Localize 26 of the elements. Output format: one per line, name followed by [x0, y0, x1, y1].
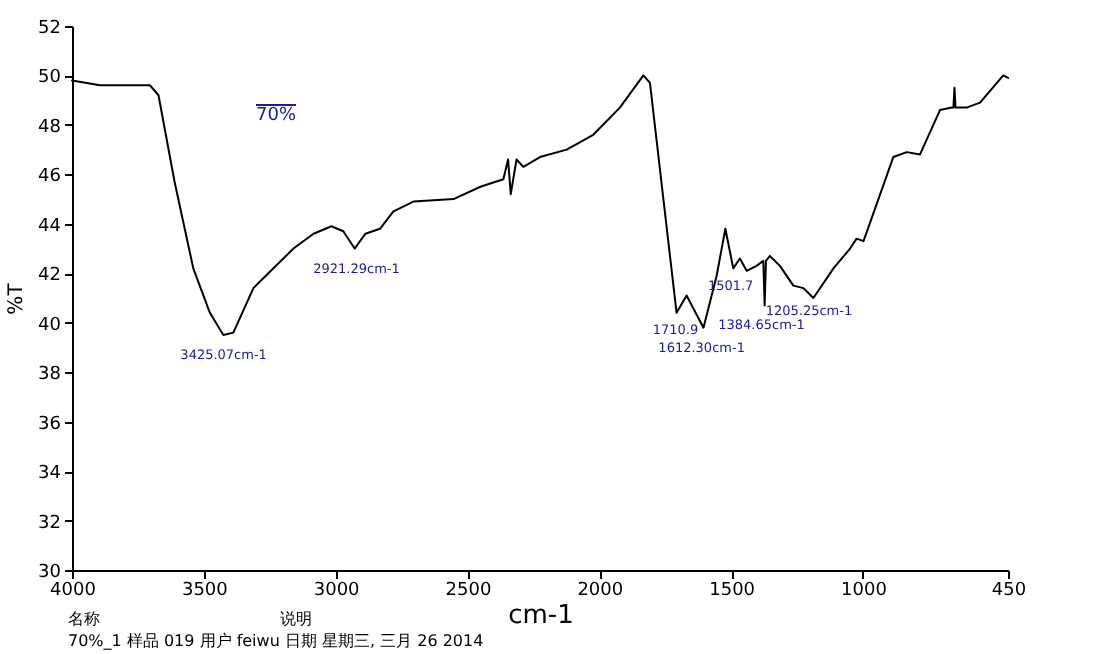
y-tick-label: 30 [38, 563, 62, 583]
y-tick-label: 34 [38, 464, 62, 485]
y-tick-label: 32 [38, 513, 61, 534]
y-tick-label: 44 [38, 216, 62, 237]
text: 70%_1 样品 019 用户 feiwu 日期 星期三, 三月 26 2014 [68, 630, 484, 652]
x-tick-label: 1000 [841, 581, 888, 601]
annotation: 70% [256, 106, 297, 126]
x-tick-label: 1500 [709, 581, 756, 601]
y-tick-label: 38 [38, 365, 62, 386]
y-tick-label: 42 [38, 266, 61, 287]
y-tick-label: 36 [38, 414, 62, 435]
x-tick-label: 4000 [50, 581, 97, 601]
text: 说明 [280, 608, 312, 630]
y-tick-label: 48 [38, 117, 62, 138]
x-tick-label: 450 [991, 581, 1027, 601]
y-axis-title: %T [6, 281, 29, 315]
x-axis-title: cm-1 [508, 601, 574, 631]
y-tick-label: 50 [38, 68, 62, 89]
y-tick-label: 52 [38, 19, 61, 39]
text: 名称 [68, 608, 100, 630]
y-tick-label: 46 [38, 167, 62, 188]
x-tick-label: 3000 [313, 581, 361, 601]
x-tick-label: 2000 [577, 581, 624, 601]
x-tick-label: 3500 [181, 581, 229, 601]
y-tick-label: 40 [38, 315, 62, 336]
x-tick-label: 2500 [445, 581, 492, 601]
